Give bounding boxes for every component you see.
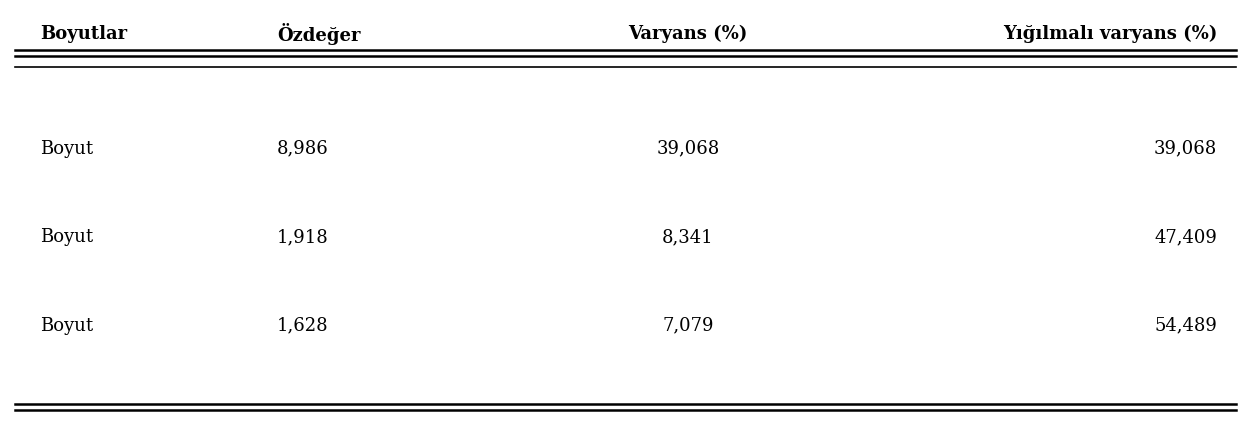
Text: 1,918: 1,918: [276, 228, 329, 246]
Text: Boyut: Boyut: [40, 317, 94, 335]
Text: Yığılmalı varyans (%): Yığılmalı varyans (%): [1003, 25, 1217, 43]
Text: 47,409: 47,409: [1155, 228, 1217, 246]
Text: 7,079: 7,079: [662, 317, 713, 335]
Text: Boyut: Boyut: [40, 140, 94, 158]
Text: Varyans (%): Varyans (%): [628, 25, 747, 43]
Text: 8,341: 8,341: [662, 228, 713, 246]
Text: 54,489: 54,489: [1155, 317, 1217, 335]
Text: 8,986: 8,986: [276, 140, 329, 158]
Text: Özdeğer: Özdeğer: [276, 23, 360, 45]
Text: Boyutlar: Boyutlar: [40, 25, 128, 43]
Text: Boyut: Boyut: [40, 228, 94, 246]
Text: 39,068: 39,068: [1153, 140, 1217, 158]
Text: 39,068: 39,068: [656, 140, 719, 158]
Text: 1,628: 1,628: [276, 317, 329, 335]
